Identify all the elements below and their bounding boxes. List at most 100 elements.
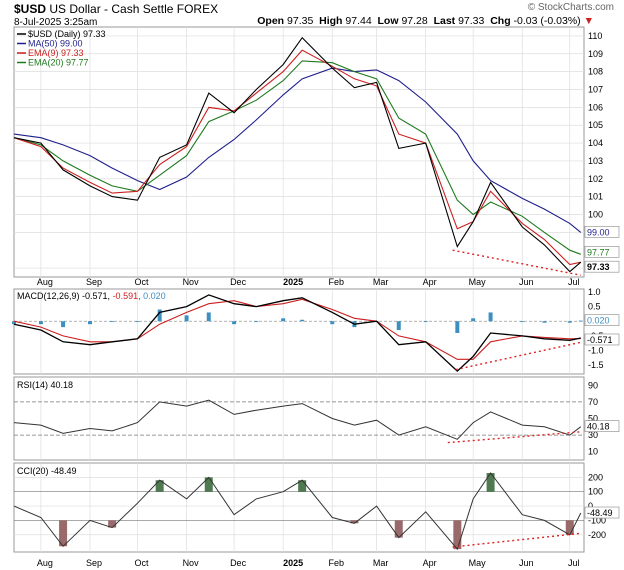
- cci-trendline: [452, 532, 581, 548]
- macd-hist-bar: [396, 321, 401, 331]
- price-y-tick: 110: [588, 31, 602, 41]
- last-value: 97.33: [458, 15, 485, 27]
- macd-hist-bar: [567, 321, 572, 323]
- cci-negative-fill: [59, 520, 68, 547]
- chg-label: Chg: [490, 15, 511, 27]
- rsi-y-tick: 90: [588, 380, 598, 390]
- price-y-tick: 107: [588, 85, 603, 95]
- x-tick-label: Jun: [519, 277, 534, 287]
- price-y-tick: 100: [588, 210, 603, 220]
- rsi-y-tick: 70: [588, 397, 598, 407]
- macd-value: -0.571,: [82, 291, 113, 301]
- open-label: Open: [257, 15, 285, 27]
- cci-positive-fill: [298, 480, 307, 492]
- x-tick-label: Mar: [373, 558, 389, 568]
- macd-signal-value: -0.591,: [113, 291, 144, 301]
- macd-hist-bar: [38, 321, 43, 325]
- macd-hist-bar: [110, 321, 115, 323]
- rsi-tag-box: [584, 420, 620, 432]
- rsi-y-tick: 50: [588, 414, 598, 424]
- down-arrow-icon: ▼: [583, 15, 594, 27]
- macd-hist-bar: [157, 309, 162, 322]
- ma50-tag-box: [584, 226, 620, 238]
- ema9-line: [13, 49, 581, 266]
- exchange: FOREX: [176, 2, 219, 16]
- x-tick-label: Feb: [328, 558, 344, 568]
- last-price-tag-box: [584, 260, 620, 273]
- cci-negative-fill: [565, 520, 574, 535]
- high-value: 97.44: [345, 15, 372, 27]
- x-tick-label: Aug: [37, 277, 53, 287]
- open-value: 97.35: [287, 15, 314, 27]
- cci-y-tick: -100: [588, 515, 606, 525]
- cci-line: [13, 472, 582, 551]
- rsi-line: [13, 399, 582, 440]
- cci-negative-fill: [108, 520, 117, 528]
- ema20-tag-box: [584, 246, 620, 258]
- cci-positive-fill: [486, 473, 495, 492]
- x-tick-label: Mar: [373, 277, 389, 287]
- macd-hist-tag-box: [584, 314, 620, 326]
- panel-frame-macd: [13, 288, 585, 375]
- macd-hist-bar: [300, 319, 305, 322]
- x-tick-label: Oct: [134, 277, 149, 287]
- cci-positive-fill: [155, 480, 164, 492]
- macd-hist-bar: [471, 318, 476, 322]
- macd-hist-bar: [184, 315, 189, 322]
- macd-hist-bar: [254, 321, 259, 323]
- x-tick-label: Nov: [183, 558, 200, 568]
- cci-legend: CCI(20) -48.49: [17, 466, 77, 476]
- x-tick-label: Oct: [134, 558, 149, 568]
- macd-label: MACD(12,26,9): [17, 291, 82, 301]
- macd-hist-bar: [488, 312, 493, 322]
- x-tick-label: Apr: [423, 277, 437, 287]
- price-y-tick: 105: [588, 120, 603, 130]
- x-tick-label: 2025: [283, 558, 303, 568]
- macd-hist-bar: [578, 320, 583, 322]
- cci-y-tick: 100: [588, 487, 603, 497]
- chart-header: $USD US Dollar - Cash Settle FOREX: [14, 2, 218, 16]
- macd-hist-bar: [281, 318, 286, 322]
- cci-negative-fill: [453, 520, 462, 550]
- ema20-line: [13, 60, 581, 255]
- macd-hist-bar: [423, 321, 428, 323]
- macd-hist-tag: 0.020: [587, 316, 610, 326]
- legend-entry: EMA(9) 97.33: [28, 48, 84, 58]
- macd-hist-value: 0.020: [143, 291, 166, 301]
- symbol: $USD: [14, 2, 47, 16]
- macd-y-tick: 1.0: [588, 287, 601, 297]
- macd-hist-bar: [61, 321, 66, 328]
- cci-tag-box: [584, 506, 620, 519]
- chart-date: 8-Jul-2025 3:25am: [14, 17, 98, 28]
- macd-trendline: [455, 341, 581, 371]
- watermark: © StockCharts.com: [527, 2, 614, 13]
- panel-frame-cci: [13, 462, 585, 553]
- ma50-line: [13, 67, 582, 233]
- rsi-y-tick: 10: [588, 447, 598, 457]
- rsi-y-tick: 30: [588, 430, 598, 440]
- price-trendline: [452, 249, 581, 276]
- x-tick-label: Jun: [519, 558, 534, 568]
- cci-y-tick: 200: [588, 472, 603, 482]
- cci-negative-fill: [394, 520, 403, 538]
- macd-hist-bar: [232, 321, 237, 325]
- macd-y-tick: -1.0: [588, 346, 604, 356]
- cci-y-tick: 0: [588, 501, 593, 511]
- rsi-legend: RSI(14) 40.18: [17, 380, 73, 390]
- macd-hist-bar: [520, 321, 525, 323]
- quote-bar: Open 97.35 High 97.44 Low 97.28 Last 97.…: [257, 15, 594, 27]
- last-label: Last: [433, 15, 456, 27]
- macd-line: [13, 294, 581, 372]
- macd-hist-bar: [455, 321, 460, 333]
- x-tick-label: Dec: [230, 558, 247, 568]
- macd-hist-bar: [135, 321, 140, 323]
- macd-y-tick: -1.5: [588, 360, 604, 370]
- legend-entry: MA(50) 99.00: [28, 39, 83, 49]
- price-line: [13, 36, 582, 273]
- x-tick-label: Aug: [37, 558, 53, 568]
- price-y-tick: 103: [588, 156, 603, 166]
- x-tick-label: Jul: [568, 277, 580, 287]
- price-y-tick: 102: [588, 174, 603, 184]
- price-y-tick: 104: [588, 138, 603, 148]
- high-label: High: [319, 15, 343, 27]
